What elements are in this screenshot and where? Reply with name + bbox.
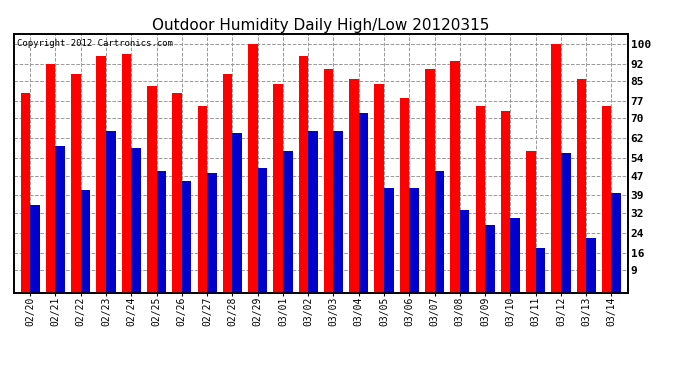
Bar [147, 86, 157, 292]
Bar [172, 93, 182, 292]
Bar [131, 148, 141, 292]
Bar [71, 74, 81, 292]
Bar [233, 133, 242, 292]
Bar [384, 188, 393, 292]
Bar [257, 168, 267, 292]
Bar [121, 54, 131, 292]
Bar [207, 173, 217, 292]
Bar [273, 84, 283, 292]
Bar [611, 193, 621, 292]
Bar [324, 69, 333, 292]
Bar [333, 131, 343, 292]
Bar [283, 151, 293, 292]
Bar [535, 248, 545, 292]
Bar [586, 238, 595, 292]
Bar [197, 106, 207, 292]
Bar [511, 218, 520, 292]
Bar [30, 206, 40, 292]
Bar [248, 44, 257, 292]
Bar [460, 210, 469, 292]
Bar [425, 69, 435, 292]
Bar [55, 146, 65, 292]
Bar [409, 188, 419, 292]
Bar [359, 113, 368, 292]
Bar [157, 171, 166, 292]
Bar [475, 106, 485, 292]
Bar [21, 93, 30, 292]
Bar [551, 44, 561, 292]
Bar [81, 190, 90, 292]
Text: Copyright 2012 Cartronics.com: Copyright 2012 Cartronics.com [17, 39, 172, 48]
Bar [299, 56, 308, 292]
Bar [577, 78, 586, 292]
Bar [97, 56, 106, 292]
Bar [501, 111, 511, 292]
Bar [375, 84, 384, 292]
Bar [106, 131, 116, 292]
Bar [400, 99, 409, 292]
Title: Outdoor Humidity Daily High/Low 20120315: Outdoor Humidity Daily High/Low 20120315 [152, 18, 489, 33]
Bar [602, 106, 611, 292]
Bar [485, 225, 495, 292]
Bar [182, 180, 191, 292]
Bar [308, 131, 318, 292]
Bar [349, 78, 359, 292]
Bar [223, 74, 233, 292]
Bar [46, 64, 55, 292]
Bar [435, 171, 444, 292]
Bar [451, 61, 460, 292]
Bar [526, 151, 535, 292]
Bar [561, 153, 571, 292]
